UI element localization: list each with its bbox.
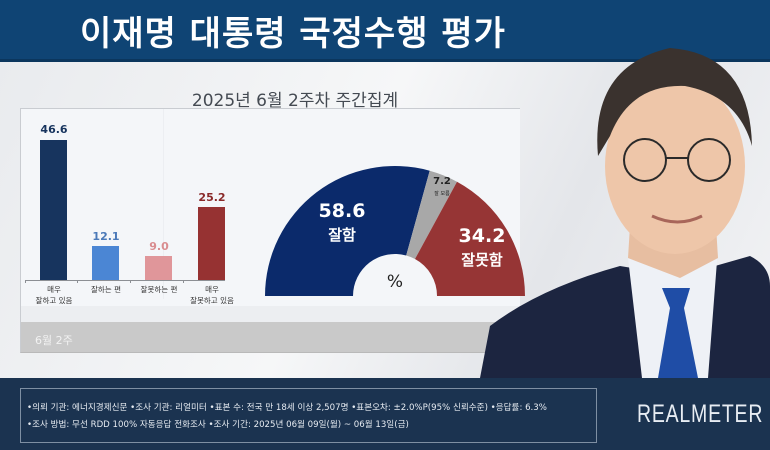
donut-label-good: 잘함 xyxy=(328,226,356,244)
bar-value-good: 12.1 xyxy=(92,230,120,243)
donut-svg xyxy=(265,165,525,296)
bar-value-very-good: 46.6 xyxy=(40,123,68,136)
donut-value-bad: 34.2 xyxy=(458,225,506,247)
bar-value-very-bad: 25.2 xyxy=(198,191,226,204)
bar-category-good: 잘하는 편 xyxy=(71,284,141,295)
category-line: 잘하고 있음 xyxy=(35,296,73,305)
bar-category-very-good: 매우 잘하고 있음 xyxy=(19,284,89,306)
portrait-illustration xyxy=(480,48,770,378)
axis-tick xyxy=(25,280,26,283)
week-label: 6월 2주 xyxy=(35,334,73,347)
bar-category-bad: 잘못하는 편 xyxy=(124,284,194,295)
panel-divider xyxy=(163,109,164,299)
donut-unit-label: % xyxy=(386,272,404,292)
segment-bad xyxy=(415,181,525,296)
donut-label-unknown: 잘 모름 xyxy=(434,191,450,197)
bar-value-bad: 9.0 xyxy=(149,240,169,253)
week-bar: 6월 2주 xyxy=(20,322,510,353)
bar-very-bad xyxy=(198,207,225,280)
bar-very-good xyxy=(40,140,67,280)
segment-good xyxy=(265,165,430,296)
axis-tick xyxy=(183,280,184,283)
survey-info-line-2: •조사 방법: 무선 RDD 100% 자동응답 전화조사 •조사 기간: 20… xyxy=(27,420,409,430)
bar-good xyxy=(92,246,119,280)
chart-subtitle: 2025년 6월 2주차 주간집계 xyxy=(191,91,399,111)
category-line: 매우 xyxy=(47,285,61,294)
bar-chart: 46.6 매우 잘하고 있음 12.1 잘하는 편 9.0 잘못하는 편 25.… xyxy=(25,110,234,310)
axis-tick xyxy=(130,280,131,283)
donut-label-bad: 잘못함 xyxy=(461,251,503,269)
donut-value-unknown: 7.2 xyxy=(433,176,451,187)
footer: •의뢰 기관: 에너지경제신문 •조사 기관: 리얼미터 •표본 수: 전국 만… xyxy=(0,378,770,450)
realmeter-logo: REALMETER xyxy=(637,400,764,428)
survey-info-box: •의뢰 기관: 에너지경제신문 •조사 기관: 리얼미터 •표본 수: 전국 만… xyxy=(20,388,597,443)
category-line: 매우 xyxy=(205,285,219,294)
panel-lower-strip xyxy=(20,306,520,322)
title-bar: 이재명 대통령 국정수행 평가 xyxy=(0,0,770,62)
x-axis-line xyxy=(25,280,225,281)
half-donut-chart: 58.6 잘함 7.2 잘 모름 34.2 잘못함 % xyxy=(262,160,532,300)
bar-category-very-bad: 매우 잘못하고 있음 xyxy=(177,284,247,306)
portrait-photo xyxy=(480,26,770,378)
category-line: 잘못하는 편 xyxy=(140,285,178,294)
category-line: 잘못하고 있음 xyxy=(190,296,234,305)
survey-info-line-1: •의뢰 기관: 에너지경제신문 •조사 기관: 리얼미터 •표본 수: 전국 만… xyxy=(27,403,547,413)
segment-unknown xyxy=(406,170,457,259)
bar-bad xyxy=(145,256,172,280)
donut-value-good: 58.6 xyxy=(318,200,366,222)
category-line: 잘하는 편 xyxy=(91,285,121,294)
page-title: 이재명 대통령 국정수행 평가 xyxy=(80,14,506,54)
axis-tick xyxy=(77,280,78,283)
